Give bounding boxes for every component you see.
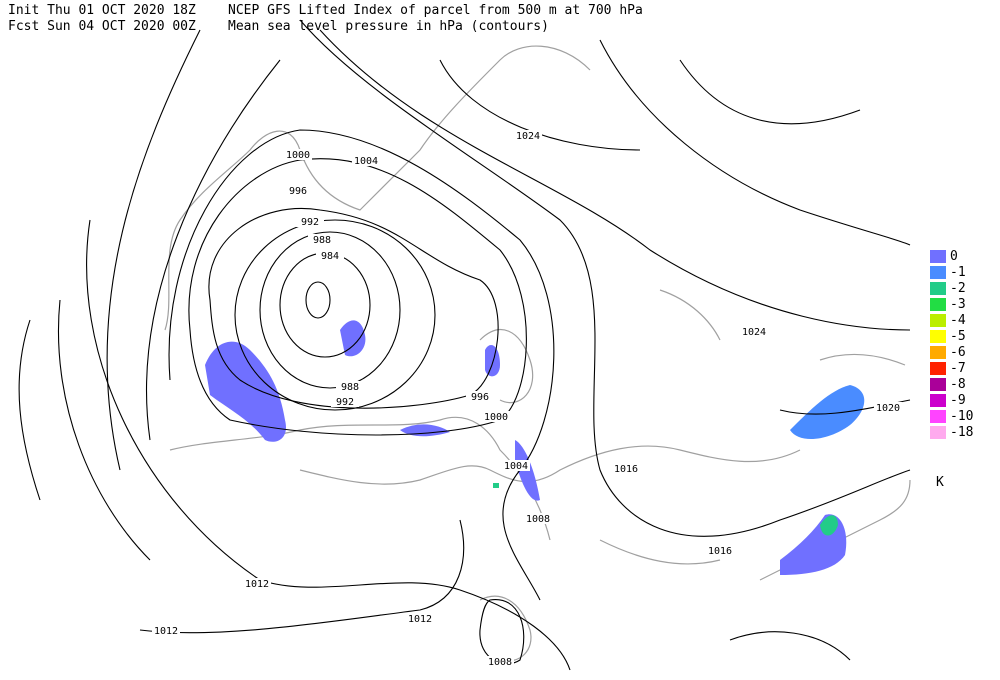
init-time: Init Thu 01 OCT 2020 18Z [8,3,196,18]
contour-label-bg [308,234,336,245]
isobar [168,129,555,601]
legend-swatch [930,266,946,279]
isobars [18,19,911,671]
lifted-index-area [790,385,865,440]
isobar [106,29,911,471]
coastline [479,595,532,662]
contour-label-bg [486,656,514,667]
legend-label: 0 [950,249,958,264]
contour-label: 1000 [484,412,508,423]
isobar [234,219,436,411]
legend-swatch [930,378,946,391]
legend-label: -1 [950,265,966,280]
legend-label: -5 [950,329,966,344]
contour-label: 984 [321,251,339,262]
legend-swatch [930,250,946,263]
contour-label-bg [336,381,364,392]
isobar [208,208,499,409]
contour-label-bg [406,613,434,624]
contour-label-bg [466,391,494,402]
coastline [164,45,591,331]
contour-label-bg [612,463,640,474]
map-title: NCEP GFS Lifted Index of parcel from 500… [228,3,643,18]
legend-label: -7 [950,361,966,376]
legend-label: -8 [950,377,966,392]
contour-label: 1012 [245,579,269,590]
isobar [86,219,571,671]
contour-label-bg [482,411,510,422]
contour-label-bg [874,402,902,413]
contour-label: 988 [341,382,359,393]
isobar [259,231,401,389]
contour-label-bg [331,396,359,407]
contour-label-bg [284,149,312,160]
legend-swatch [930,330,946,343]
legend-label: -10 [950,409,973,424]
precipitation [205,320,865,575]
isobar [188,158,527,436]
contour-label-bg [514,130,542,141]
contour-label: 992 [336,397,354,408]
contour-label-bg [524,513,552,524]
isobar [305,281,331,319]
contour-label: 992 [301,217,319,228]
contour-label-bg [152,625,180,636]
legend-swatch [930,314,946,327]
contour-label-bg [740,326,768,337]
lifted-index-area [340,320,366,357]
contour-label-bg [316,250,344,261]
contour-labels: 1000 1004 996 992 988 984 988 992 996 1000 1004 100… [152,130,902,668]
contour-label: 1016 [614,464,638,475]
contour-label-bg [706,545,734,556]
contour-label: 1000 [286,150,310,161]
legend-label: -18 [950,425,973,440]
contour-label: 988 [313,235,331,246]
contour-label: 1024 [742,327,766,338]
contour-label: 996 [289,186,307,197]
contour-label: 1004 [504,461,528,472]
legend-label: -6 [950,345,966,360]
map-subtitle: Mean sea level pressure in hPa (contours… [228,19,549,34]
contour-label: 1016 [708,546,732,557]
isobar [439,39,911,246]
contour-label: 1020 [876,403,900,414]
contour-label-bg [284,185,312,196]
lifted-index-area [485,345,500,377]
contour-label: 1008 [526,514,550,525]
contour-label: 1024 [516,131,540,142]
isobar [146,19,911,537]
coastline [599,289,906,565]
legend-label: -9 [950,393,966,408]
contour-label: 1012 [408,614,432,625]
contour-label: 1004 [354,156,378,167]
contour-label-bg [502,460,530,471]
lifted-index-area [205,341,286,442]
isobar [57,299,465,634]
contour-label: 1012 [154,626,178,637]
legend-label: -4 [950,313,966,328]
legend-swatch [930,426,946,439]
contour-label-bg [243,578,271,589]
legend: 0-1-2-3-4-5-6-7-8-9-10-18 [930,249,973,440]
contour-label-bg [352,155,380,166]
contour-label-bg [296,216,324,227]
legend-label: -3 [950,297,966,312]
lifted-index-area [400,424,540,501]
contour-label: 996 [471,392,489,403]
legend-swatch [930,362,946,375]
isobar [729,631,851,661]
legend-swatch [930,282,946,295]
legend-label: -2 [950,281,966,296]
legend-swatch [930,298,946,311]
legend-swatch [930,394,946,407]
forecast-time: Fcst Sun 04 OCT 2020 00Z [8,19,196,34]
legend-swatch [930,410,946,423]
legend-unit: K [936,475,944,490]
legend-swatch [930,346,946,359]
contour-label: 1008 [488,657,512,668]
